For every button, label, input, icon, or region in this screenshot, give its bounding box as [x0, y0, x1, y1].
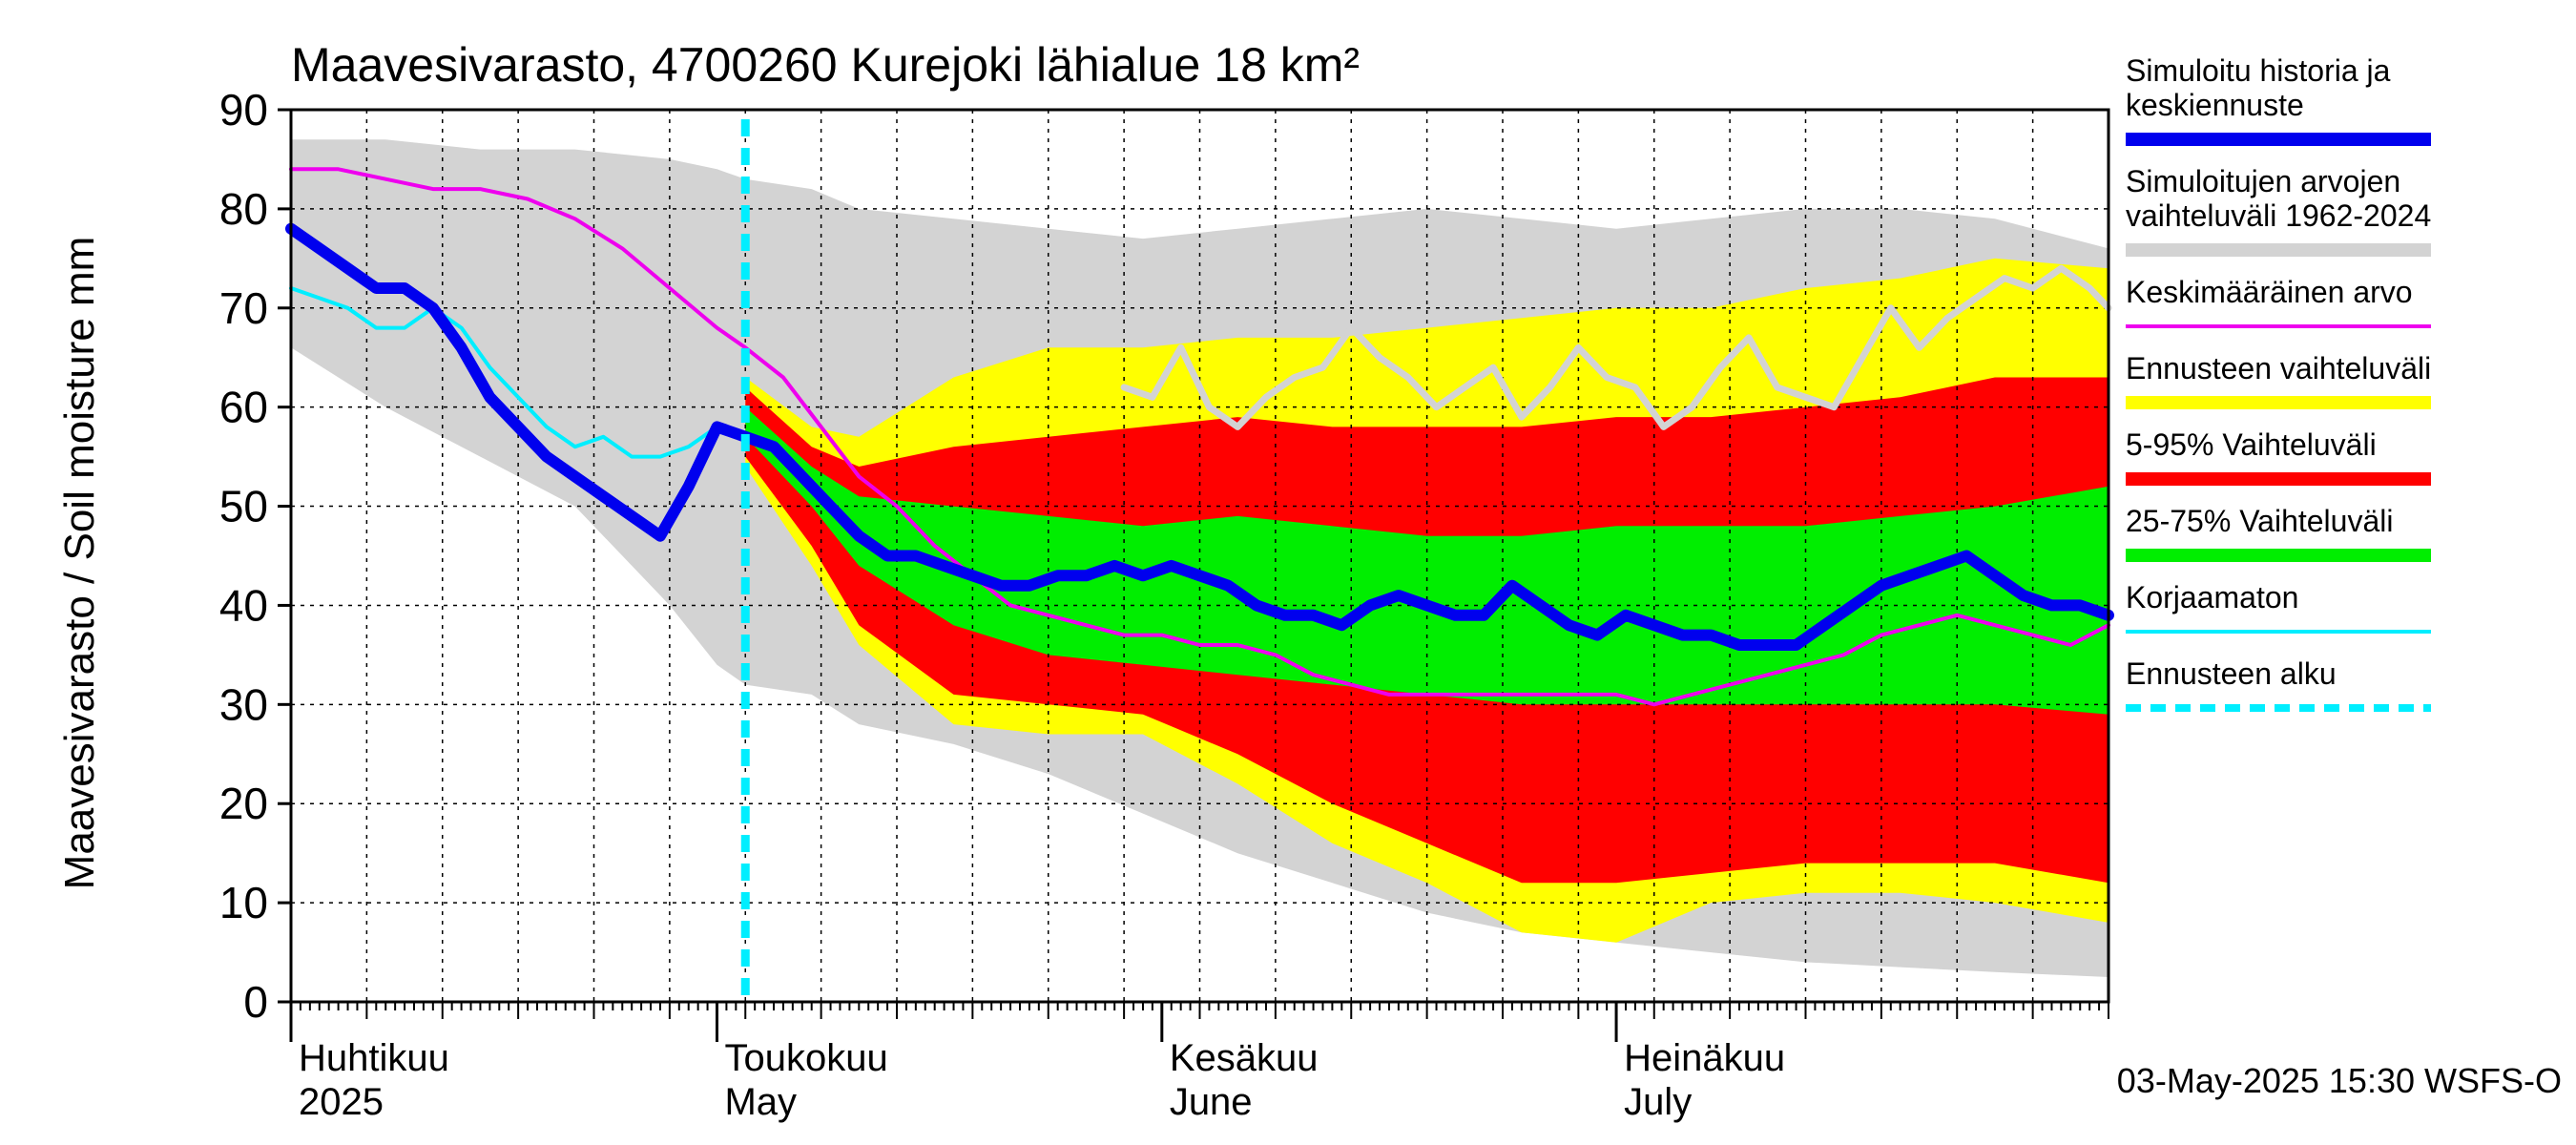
series-layer: [285, 119, 2114, 1002]
y-tick-label: 40: [219, 580, 268, 630]
legend-label: 25-75% Vaihteluväli: [2126, 504, 2393, 538]
y-tick-label: 0: [243, 977, 268, 1027]
legend-label: 5-95% Vaihteluväli: [2126, 427, 2377, 462]
uncorrected-line: [289, 286, 748, 459]
y-axis-label: Maavesivarasto / Soil moisture mm: [56, 237, 103, 890]
x-month-label: Toukokuu: [724, 1037, 887, 1079]
y-tick-label: 30: [219, 679, 268, 729]
legend-label: keskiennuste: [2126, 88, 2304, 122]
x-month-label: Huhtikuu: [299, 1037, 449, 1079]
legend-label: Ennusteen alku: [2126, 656, 2337, 691]
y-tick-label: 50: [219, 482, 268, 531]
x-month-label: Kesäkuu: [1170, 1037, 1319, 1079]
footer-timestamp: 03-May-2025 15:30 WSFS-O: [2117, 1061, 2562, 1100]
x-month-sublabel: July: [1624, 1081, 1692, 1123]
legend-label: Korjaamaton: [2126, 580, 2298, 614]
history-mean-line: [285, 222, 2114, 651]
x-month-sublabel: May: [724, 1081, 797, 1123]
y-tick-label: 20: [219, 779, 268, 828]
legend-label: Ennusteen vaihteluväli: [2126, 351, 2431, 385]
legend-label: Simuloitujen arvojen: [2126, 164, 2400, 198]
legend-label: Simuloitu historia ja: [2126, 53, 2391, 88]
y-tick-label: 70: [219, 283, 268, 333]
y-tick-label: 60: [219, 383, 268, 432]
mean-line: [289, 167, 2110, 707]
y-tick-label: 10: [219, 878, 268, 927]
x-month-sublabel: June: [1170, 1081, 1253, 1123]
chart-title: Maavesivarasto, 4700260 Kurejoki lähialu…: [291, 38, 1360, 92]
historical-max-line: [1120, 264, 2112, 430]
y-tick-label: 80: [219, 184, 268, 234]
x-month-sublabel: 2025: [299, 1081, 384, 1123]
x-month-label: Heinäkuu: [1624, 1037, 1785, 1079]
legend-label: vaihteluväli 1962-2024: [2126, 198, 2431, 233]
y-tick-label: 90: [219, 85, 268, 135]
legend-label: Keskimääräinen arvo: [2126, 275, 2413, 309]
